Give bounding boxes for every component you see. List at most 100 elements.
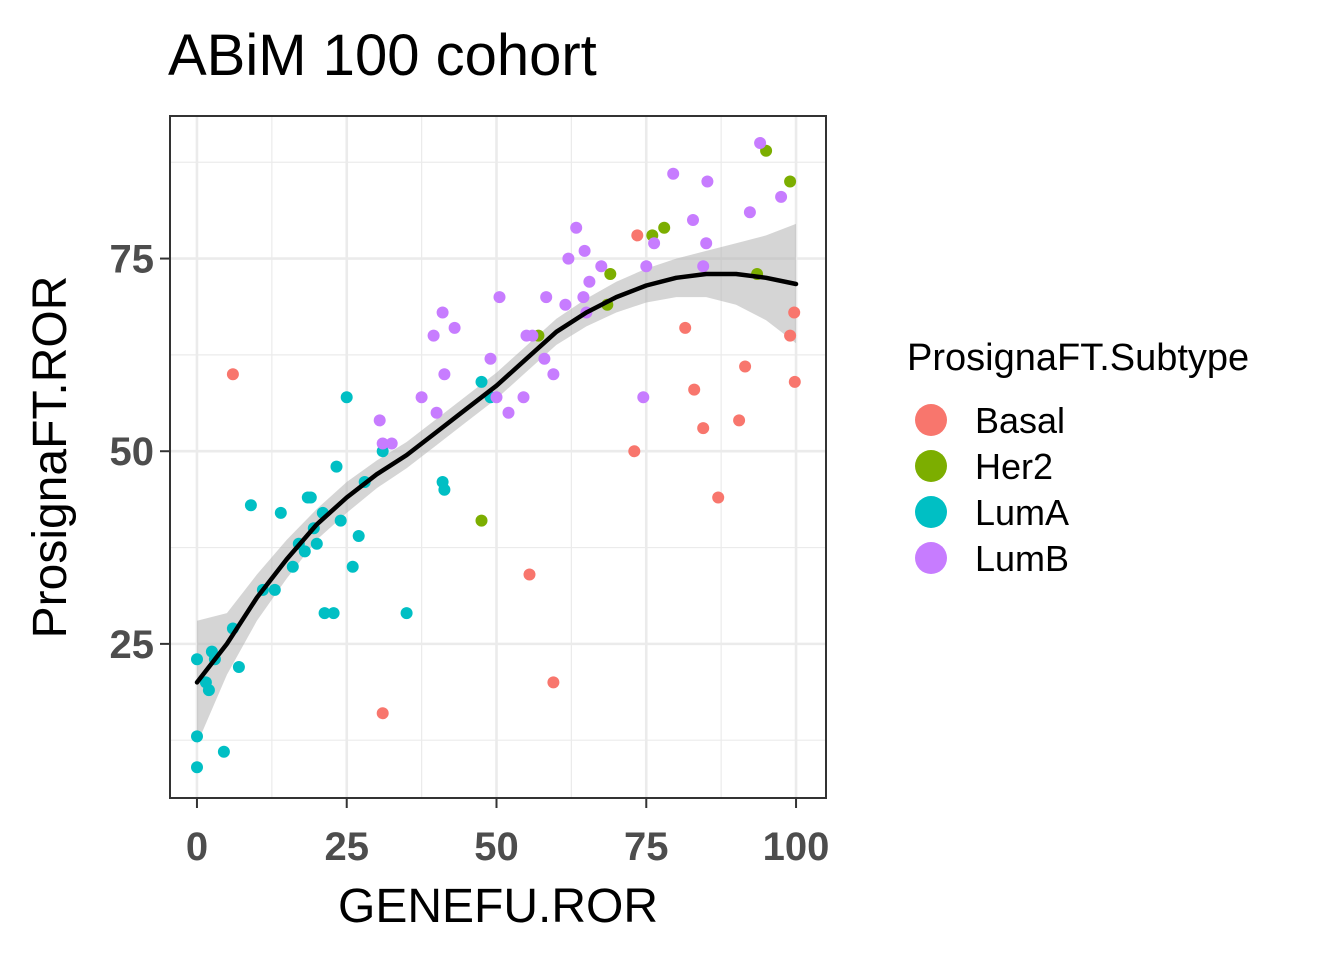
chart-title: ABiM 100 cohort [168,23,597,88]
point-luma-14 [286,560,299,573]
point-basal-3 [547,676,560,689]
point-basal-10 [733,414,746,427]
point-lumb-5 [430,406,443,419]
point-lumb-2 [385,437,398,450]
point-her2-8 [784,175,797,188]
point-luma-26 [340,391,353,404]
x-tick-label-1: 25 [324,825,369,869]
point-lumb-4 [427,329,440,342]
point-lumb-13 [517,391,530,404]
major-gridlines [170,116,826,798]
plot-panel [170,116,826,798]
point-basal-13 [788,306,801,319]
point-luma-10 [244,499,257,512]
point-luma-0 [191,653,203,666]
point-luma-1 [191,730,203,743]
legend-label-luma: LumA [975,492,1069,533]
point-luma-2 [191,761,203,774]
point-lumb-29 [648,237,661,250]
point-lumb-11 [493,291,506,304]
legend-key-basal [915,404,947,436]
y-tick-label-2: 75 [110,238,155,282]
smooth-trend [194,271,799,685]
point-basal-14 [788,375,801,388]
plot-border [169,115,827,799]
point-luma-18 [304,491,317,504]
legend-label-lumb: LumB [975,538,1069,579]
point-lumb-19 [559,298,572,311]
point-basal-2 [523,568,536,581]
legend-label-basal: Basal [975,400,1065,441]
point-basal-1 [376,707,389,720]
point-lumb-22 [577,291,590,304]
x-axis-title: GENEFU.ROR [338,880,658,933]
point-lumb-27 [637,391,650,404]
legend-label-her2: Her2 [975,446,1053,487]
point-luma-23 [327,607,340,620]
point-lumb-10 [490,391,503,404]
point-her2-3 [604,268,617,280]
point-basal-5 [628,445,641,458]
point-her2-5 [658,221,671,234]
point-lumb-30 [667,167,680,180]
point-basal-7 [688,383,701,396]
point-lumb-8 [448,321,461,334]
point-lumb-35 [743,206,756,219]
point-lumb-0 [373,414,386,427]
point-basal-4 [631,229,644,242]
x-tick-label-3: 75 [624,825,669,869]
point-luma-31 [400,607,413,620]
point-lumb-31 [687,214,699,226]
point-lumb-9 [484,352,497,365]
point-luma-25 [334,514,347,527]
point-luma-4 [202,684,215,697]
point-basal-11 [739,360,752,373]
point-lumb-7 [438,368,451,381]
point-her2-0 [475,514,488,527]
point-basal-12 [784,329,797,342]
point-basal-9 [712,491,725,504]
point-luma-7 [217,745,230,758]
point-luma-33 [438,483,451,496]
point-basal-6 [679,321,692,334]
legend-title: ProsignaFT.Subtype [907,337,1249,379]
point-lumb-15 [526,329,539,342]
y-tick-label-1: 50 [110,430,155,474]
point-lumb-21 [570,221,583,234]
point-lumb-33 [700,237,713,250]
y-tick-label-0: 25 [110,623,155,667]
point-luma-24 [330,460,343,473]
point-lumb-34 [701,175,714,188]
legend-key-lumb [915,542,947,574]
legend-key-her2 [915,450,947,482]
smooth-line [194,271,799,685]
point-lumb-16 [538,352,551,365]
point-lumb-23 [578,244,591,257]
point-luma-16 [298,545,311,558]
point-luma-13 [274,506,287,519]
point-luma-22 [318,607,331,620]
point-lumb-36 [754,137,767,149]
point-lumb-32 [697,260,710,273]
legend: Basal Her2 LumA LumB [915,400,1069,579]
point-luma-28 [352,530,365,542]
point-luma-27 [346,560,359,573]
point-luma-34 [475,375,488,388]
point-luma-20 [310,537,323,550]
x-tick-label-2: 50 [474,825,519,869]
x-axis-ticks: 0 25 50 75 100 [186,798,830,869]
point-lumb-26 [595,260,608,273]
y-axis-ticks: 25 50 75 [110,238,170,667]
x-tick-label-4: 100 [763,825,830,869]
point-lumb-1 [376,437,389,450]
data-points [191,137,801,774]
point-lumb-18 [547,368,560,381]
point-lumb-12 [502,406,515,419]
legend-key-luma [915,496,947,528]
point-luma-9 [232,661,245,673]
point-lumb-25 [583,275,596,288]
y-axis-title: ProsignaFT.ROR [24,276,77,639]
point-basal-0 [226,368,239,381]
point-lumb-20 [562,252,575,265]
point-lumb-17 [540,291,553,304]
